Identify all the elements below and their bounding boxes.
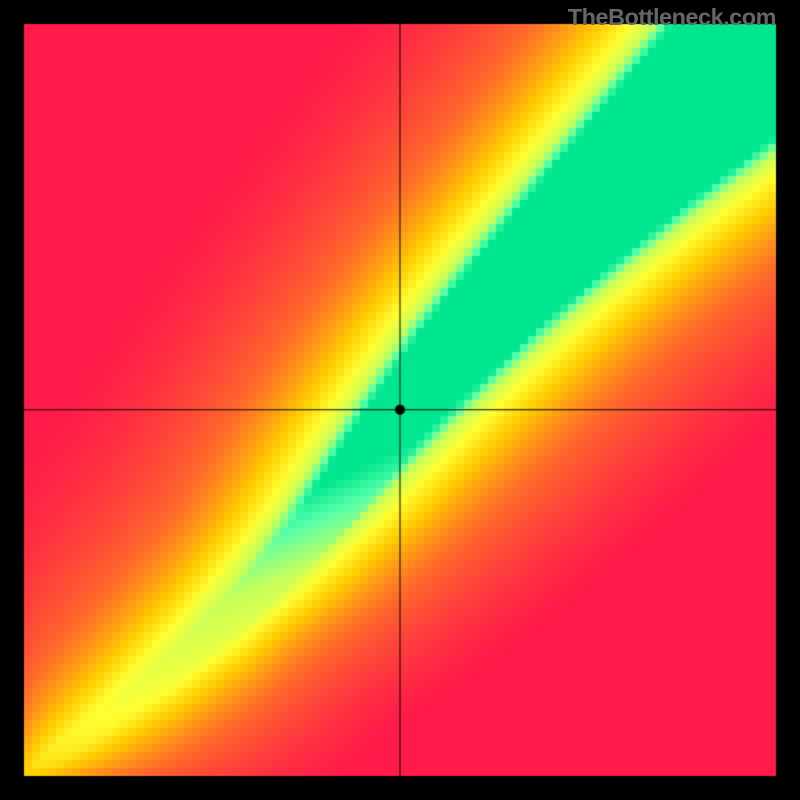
bottleneck-heatmap <box>0 0 800 800</box>
chart-container: TheBottleneck.com <box>0 0 800 800</box>
watermark-text: TheBottleneck.com <box>568 4 776 31</box>
